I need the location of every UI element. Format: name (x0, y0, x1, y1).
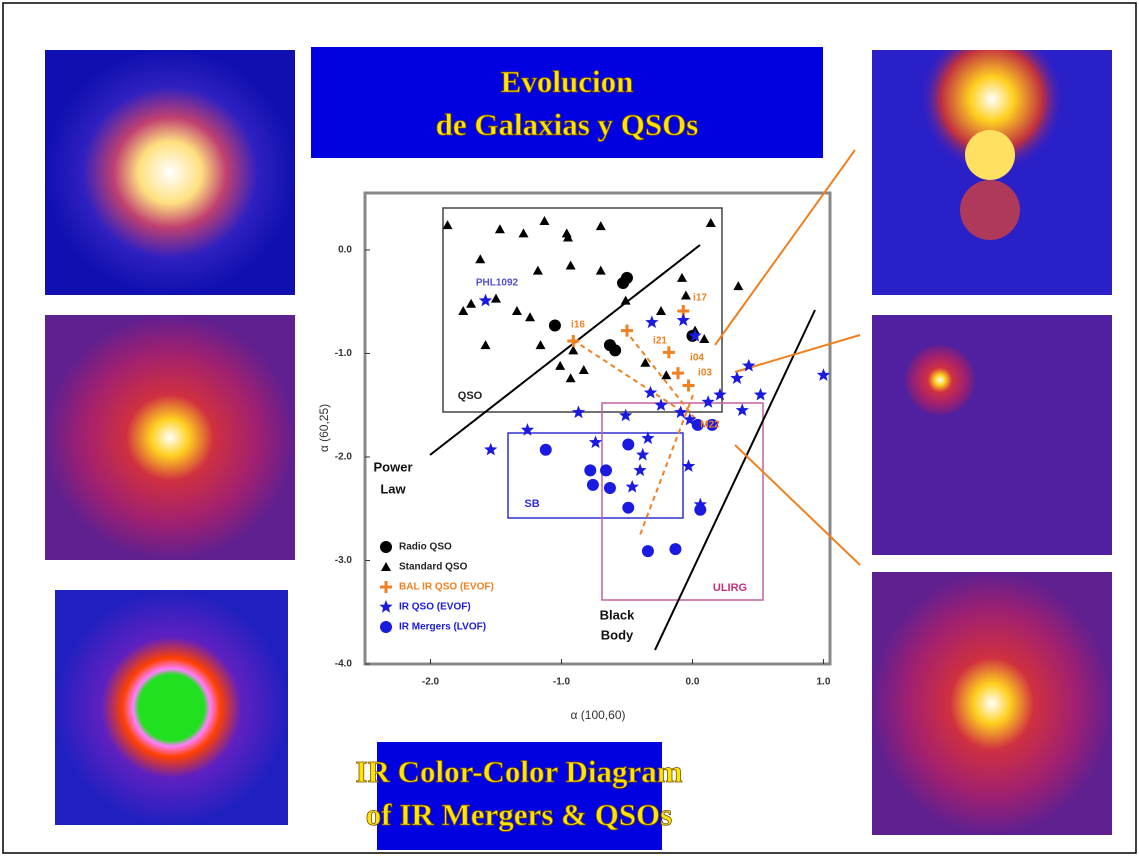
y-tick-label: -3.0 (335, 555, 353, 566)
annotation: QSO (458, 390, 483, 402)
point (584, 464, 596, 476)
title: Evolucion (501, 64, 634, 99)
point (694, 504, 706, 516)
point (587, 479, 599, 491)
caption: of IR Mergers & QSOs (366, 797, 673, 832)
image-blob (965, 130, 1015, 180)
y-tick-label: -2.0 (335, 452, 353, 463)
annotation: i17 (693, 293, 707, 304)
point (540, 444, 552, 456)
y-axis-label: α (60,25) (317, 404, 331, 452)
point (669, 543, 681, 555)
annotation: Law (380, 481, 406, 496)
annotation: M22 (700, 420, 720, 431)
annotation: PHL1092 (476, 278, 519, 289)
annotation: SB (524, 498, 539, 510)
image (55, 590, 288, 825)
point (609, 344, 621, 356)
legend-label: Radio QSO (399, 542, 452, 553)
point (600, 464, 612, 476)
image (45, 315, 295, 560)
point (642, 545, 654, 557)
legend-label: IR Mergers (LVOF) (399, 622, 486, 633)
annotation: i21 (653, 336, 667, 347)
annotation: Black (600, 607, 635, 622)
point (380, 621, 392, 633)
legend-label: BAL IR QSO (EVOF) (399, 582, 494, 593)
title: de Galaxias y QSOs (436, 107, 699, 142)
x-axis-label: α (100,60) (571, 708, 626, 722)
annotation: Power (373, 459, 412, 474)
legend-label: IR QSO (EVOF) (399, 602, 471, 613)
image-blob (905, 345, 975, 415)
annotation: i04 (690, 353, 704, 364)
annotation: ULIRG (713, 582, 747, 594)
annotation: i16 (571, 320, 585, 331)
point (622, 439, 634, 451)
point (617, 277, 629, 289)
point (549, 320, 561, 332)
image (45, 50, 295, 295)
y-tick-label: -4.0 (335, 659, 353, 670)
y-tick-label: -1.0 (335, 348, 353, 359)
y-tick-label: 0.0 (338, 245, 352, 256)
point (622, 502, 634, 514)
image (872, 572, 1112, 835)
point (380, 541, 392, 553)
x-tick-label: -1.0 (553, 677, 571, 688)
image (872, 315, 1112, 555)
x-tick-label: -2.0 (422, 677, 440, 688)
caption: IR Color-Color Diagram (355, 754, 682, 789)
image-blob (960, 180, 1020, 240)
x-tick-label: 0.0 (686, 677, 700, 688)
annotation: i03 (698, 368, 712, 379)
legend-label: Standard QSO (399, 562, 468, 573)
point (604, 482, 616, 494)
slide: Evolucion de Galaxias y QSOs IR Color-Co… (0, 0, 1139, 857)
annotation: Body (601, 627, 634, 642)
page: Evolucion de Galaxias y QSOs IR Color-Co… (0, 0, 1139, 862)
x-tick-label: 1.0 (816, 677, 830, 688)
